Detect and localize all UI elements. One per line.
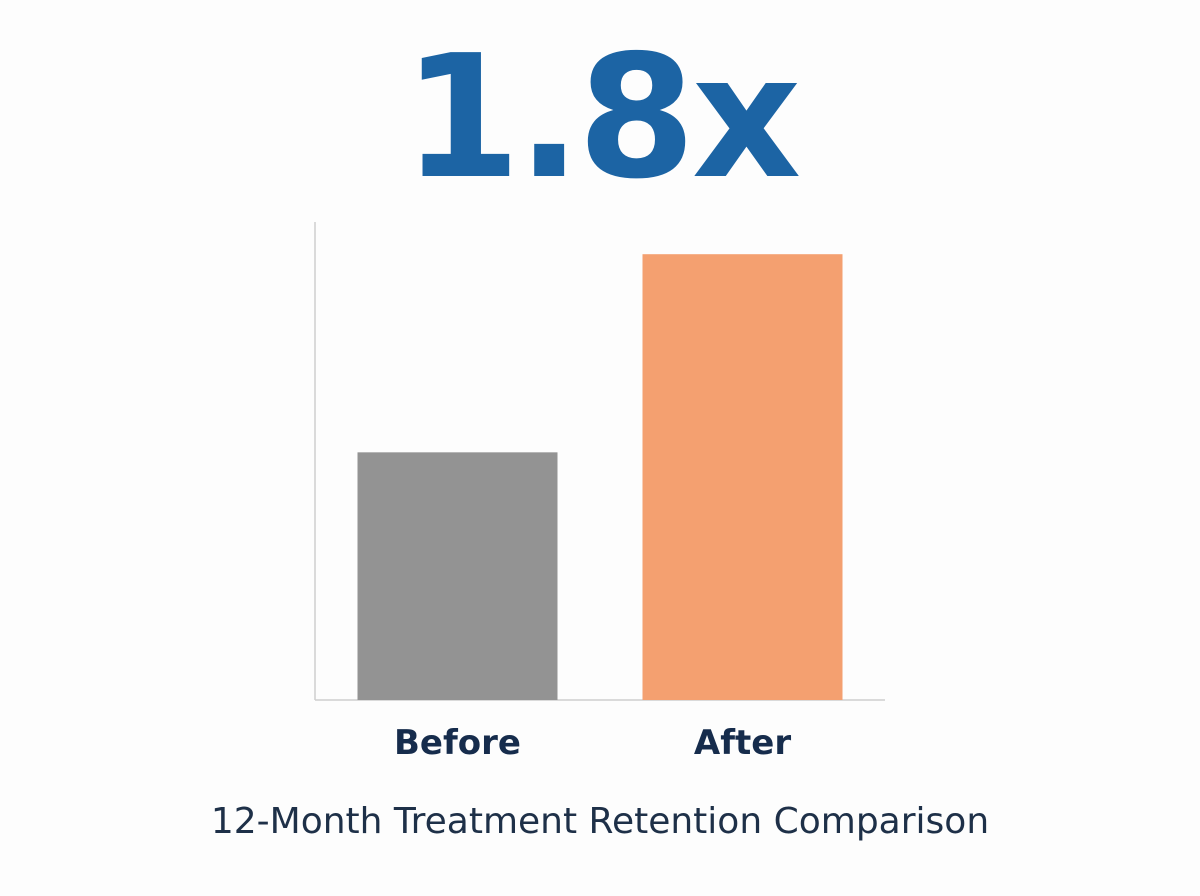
- category-label-before: Before: [394, 723, 521, 763]
- category-label-after: After: [694, 723, 791, 763]
- bar-before: [357, 452, 558, 700]
- bar-after: [642, 254, 843, 700]
- chart-caption: 12-Month Treatment Retention Comparison: [210, 801, 990, 842]
- headline-multiplier: 1.8x: [402, 19, 802, 217]
